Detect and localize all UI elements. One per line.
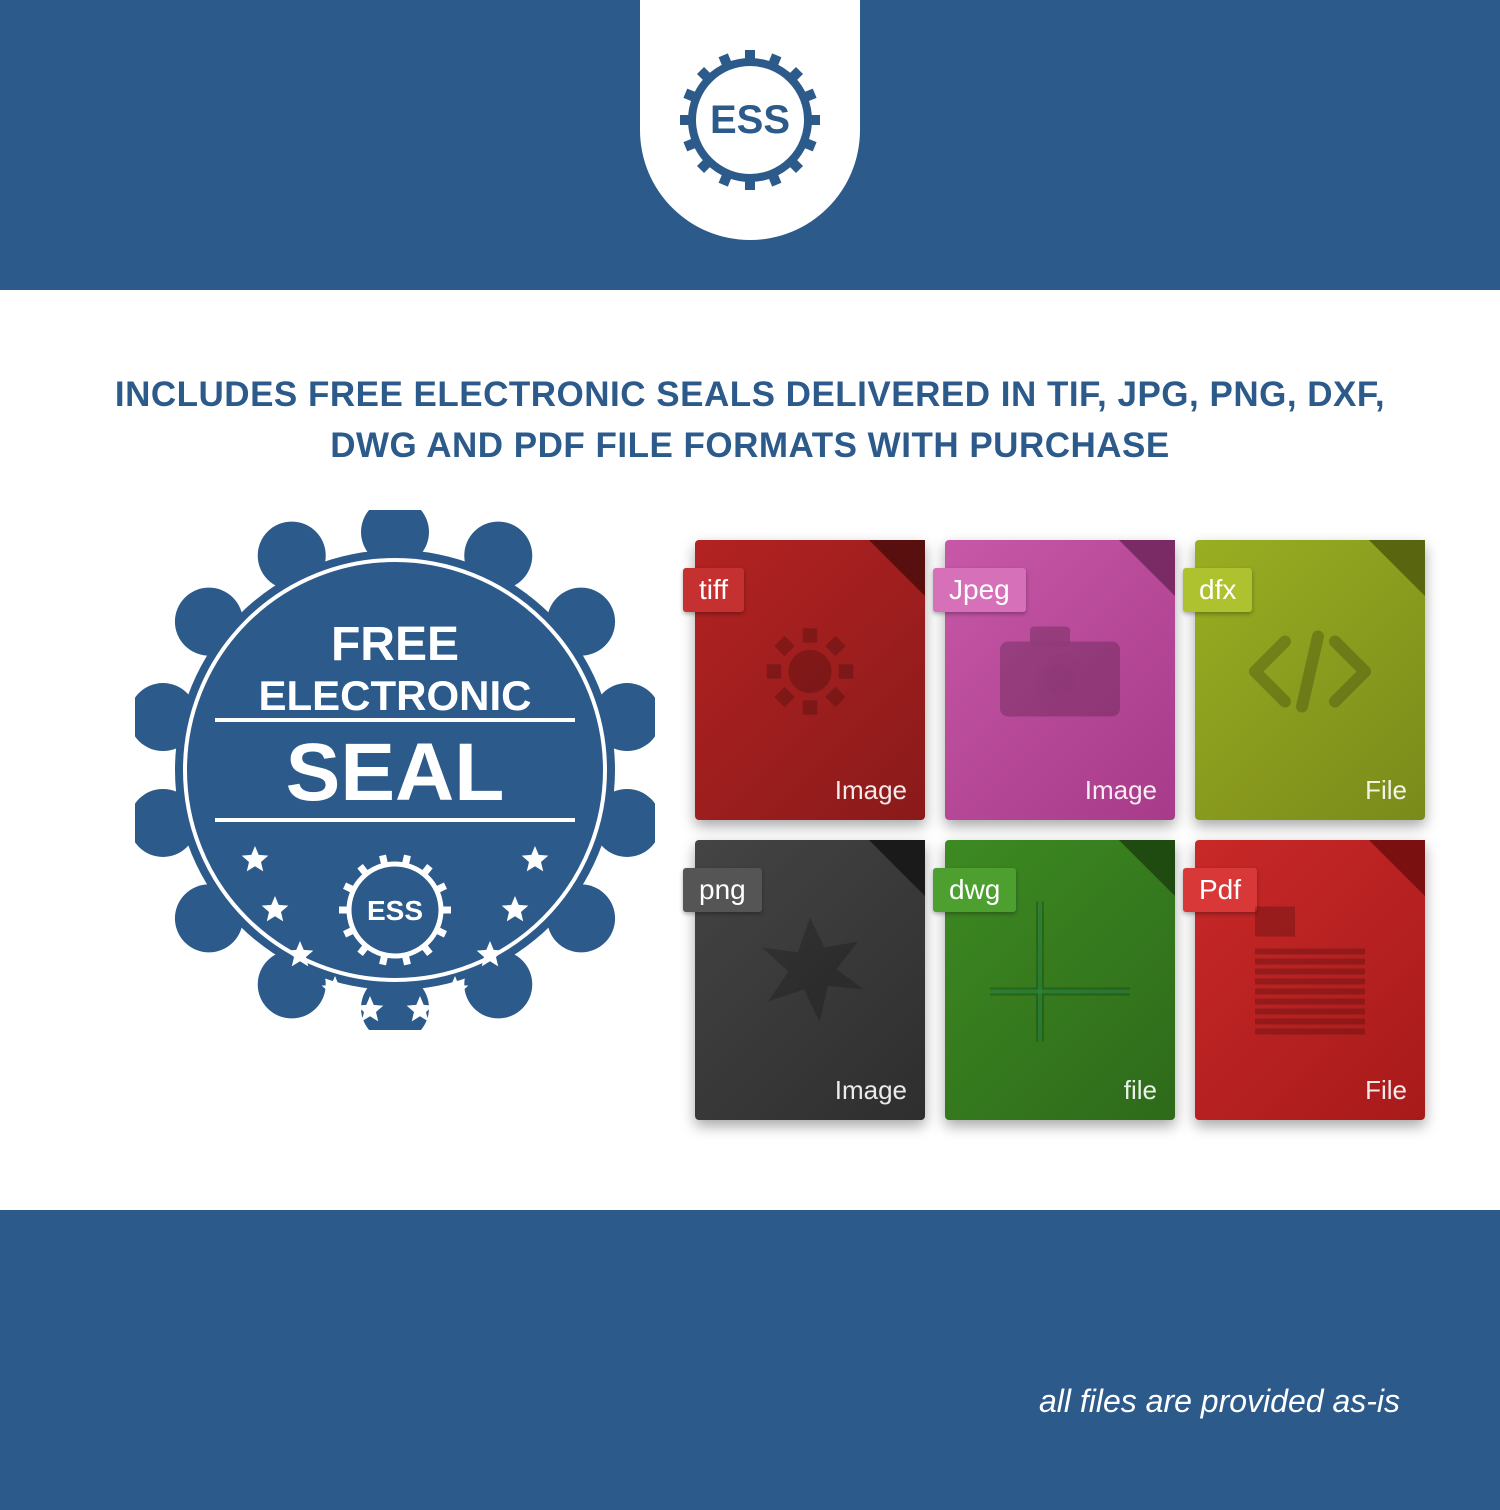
seal-line1: FREE <box>331 618 459 671</box>
file-icon-tiff: tiffImage <box>695 540 925 820</box>
content-row: FREE ELECTRONIC SEAL ESS tiffImageJpegIm… <box>0 510 1500 1120</box>
headline-text: INCLUDES FREE ELECTRONIC SEALS DELIVERED… <box>0 370 1500 472</box>
file-format-tag: tiff <box>683 568 744 612</box>
file-fold-icon <box>1119 840 1175 896</box>
file-type-label: Image <box>835 775 907 806</box>
file-glyph-icon <box>750 912 870 1037</box>
seal-line3: SEAL <box>286 727 505 818</box>
file-type-label: file <box>1124 1075 1157 1106</box>
logo-badge: ESS <box>640 0 860 240</box>
file-icon-dfx: dfxFile <box>1195 540 1425 820</box>
file-icon-dwg: dwgfile <box>945 840 1175 1120</box>
file-format-tag: Jpeg <box>933 568 1026 612</box>
file-type-label: File <box>1365 1075 1407 1106</box>
file-type-label: Image <box>1085 775 1157 806</box>
file-format-tag: dfx <box>1183 568 1252 612</box>
bottom-fill <box>0 1210 1500 1510</box>
file-type-label: File <box>1365 775 1407 806</box>
file-format-tag: png <box>683 868 762 912</box>
file-icon-pdf: PdfFile <box>1195 840 1425 1120</box>
seal-line2: ELECTRONIC <box>259 672 532 719</box>
ess-gear-icon: ESS <box>675 45 825 195</box>
free-electronic-seal-badge: FREE ELECTRONIC SEAL ESS <box>135 510 655 1030</box>
file-fold-icon <box>1369 540 1425 596</box>
footer-note: all files are provided as-is <box>1039 1383 1400 1420</box>
file-fold-icon <box>869 540 925 596</box>
file-glyph-icon <box>995 622 1125 727</box>
file-type-label: Image <box>835 1075 907 1106</box>
file-icon-png: pngImage <box>695 840 925 1120</box>
file-glyph-icon <box>1245 897 1375 1052</box>
file-glyph-icon <box>990 902 1130 1047</box>
file-fold-icon <box>1119 540 1175 596</box>
file-glyph-icon <box>1240 627 1380 722</box>
file-glyph-icon <box>750 612 870 737</box>
file-format-grid: tiffImageJpegImagedfxFilepngImagedwgfile… <box>695 540 1425 1120</box>
seal-inner-text: ESS <box>367 895 423 926</box>
file-icon-jpeg: JpegImage <box>945 540 1175 820</box>
file-fold-icon <box>1369 840 1425 896</box>
logo-text: ESS <box>710 98 790 142</box>
file-fold-icon <box>869 840 925 896</box>
